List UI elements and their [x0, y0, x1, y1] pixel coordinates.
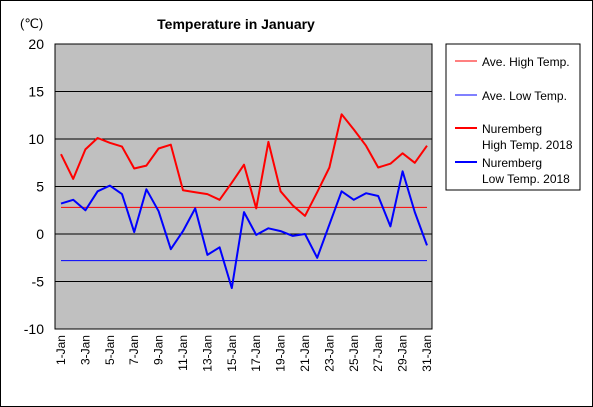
y-tick-label: 15: [28, 84, 44, 100]
y-tick-labels: -10 -5 0 5 10 15 20: [24, 36, 44, 337]
x-tick-label: 21-Jan: [298, 335, 312, 372]
legend-box: [445, 43, 581, 191]
y-tick-label: 10: [28, 131, 44, 147]
y-tick-label: 5: [36, 179, 44, 195]
legend-label: Nuremberg: [482, 122, 542, 136]
x-tick-label: 29-Jan: [396, 335, 410, 372]
x-tick-label: 15-Jan: [225, 335, 239, 372]
legend-label: Ave. Low Temp.: [482, 89, 567, 103]
x-tick-label: 25-Jan: [347, 335, 361, 372]
x-tick-label: 31-Jan: [420, 335, 434, 372]
legend-label: Low Temp. 2018: [482, 172, 570, 186]
y-tick-label: -5: [32, 274, 45, 290]
x-tick-label: 23-Jan: [322, 335, 336, 372]
y-tick-label: 0: [36, 226, 44, 242]
series-line-3: [60, 113, 428, 217]
x-tick-label: 27-Jan: [371, 335, 385, 372]
legend-label: Nuremberg: [482, 156, 542, 170]
y-axis-label: (℃): [20, 16, 43, 31]
x-tick-label: 17-Jan: [249, 335, 263, 372]
legend-label: High Temp. 2018: [482, 138, 573, 152]
legend: Ave. High Temp. Ave. Low Temp. Nuremberg Hi…: [455, 55, 573, 186]
x-tick-labels: 1-Jan 3-Jan 5-Jan 7-Jan 9-Jan 11-Jan 13-Jan 15-…: [54, 335, 434, 372]
legend-label: Ave. High Temp.: [482, 55, 570, 69]
x-tick-label: 13-Jan: [200, 335, 214, 372]
x-tick-label: 1-Jan: [54, 335, 68, 365]
x-tick-label: 5-Jan: [103, 335, 117, 365]
x-tick-label: 9-Jan: [152, 335, 166, 365]
x-tick-label: 11-Jan: [176, 335, 190, 371]
series-line-4: [60, 170, 428, 290]
series-lines: [60, 113, 428, 290]
x-tick-label: 7-Jan: [127, 335, 141, 365]
x-tick-label: 3-Jan: [78, 335, 92, 365]
y-tick-label: 20: [28, 36, 44, 52]
chart-title: Temperature in January: [157, 16, 315, 32]
grid-lines: [55, 91, 432, 282]
x-tick-label: 19-Jan: [274, 335, 288, 372]
y-tick-label: -10: [24, 321, 44, 337]
